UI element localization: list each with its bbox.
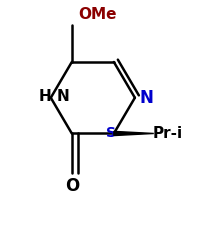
Text: OMe: OMe (78, 7, 116, 22)
Text: H N: H N (39, 89, 70, 104)
Text: N: N (139, 89, 153, 107)
Text: Pr-i: Pr-i (153, 126, 183, 141)
Text: S: S (106, 126, 117, 140)
Text: O: O (65, 177, 79, 195)
Polygon shape (114, 131, 154, 136)
